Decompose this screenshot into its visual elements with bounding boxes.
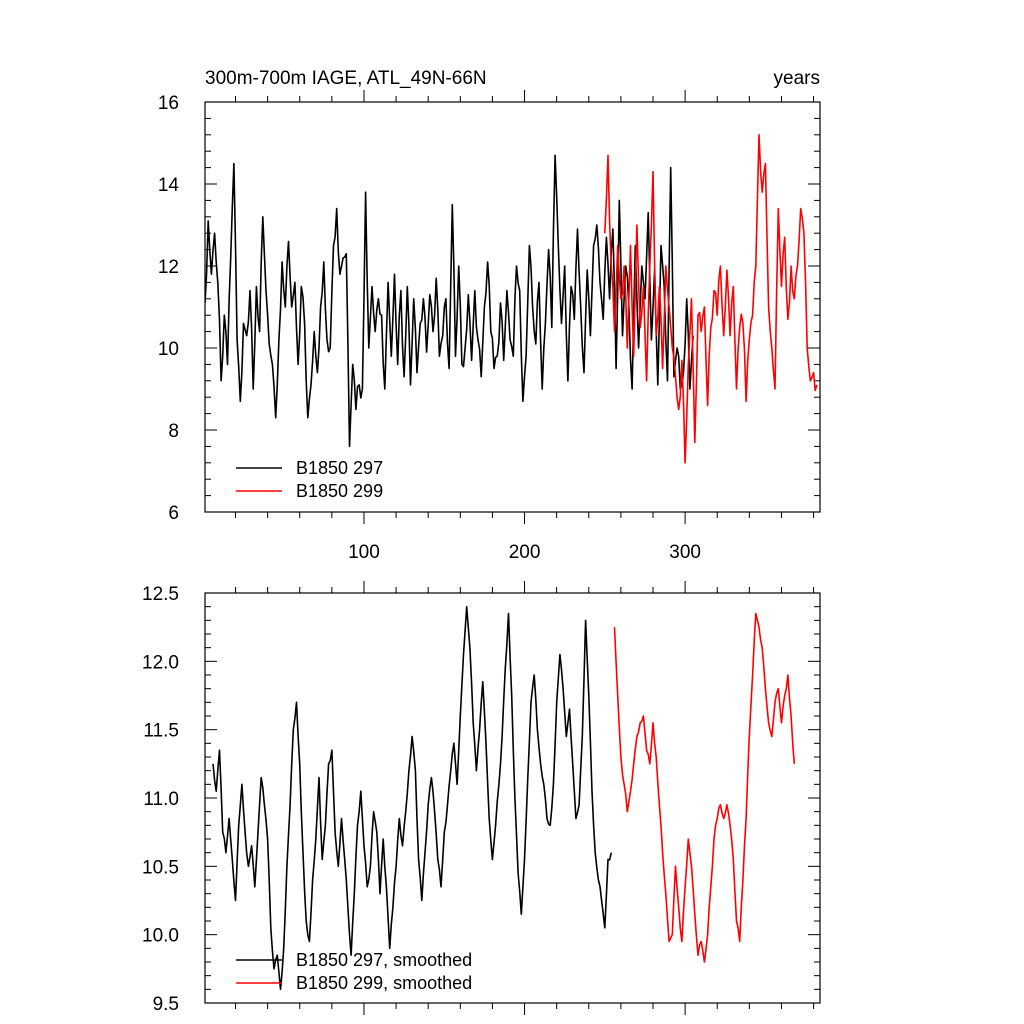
y-tick-label: 8 xyxy=(168,421,179,442)
x-tick-label: 200 xyxy=(509,542,541,563)
bottom-panel: 9.5 10.0 10.5 11.0 11.5 12.0 12.5 B1850 297, sm… xyxy=(142,581,821,1015)
chart-title: 300m-700m IAGE, ATL_49N-66N xyxy=(205,68,487,89)
chart-units-label: years xyxy=(774,68,820,89)
series-line-b1850-299 xyxy=(613,612,796,963)
y-tick-label: 10.0 xyxy=(142,926,179,947)
y-tick-label: 11.0 xyxy=(143,789,179,810)
y-tick-label: 6 xyxy=(168,503,179,524)
y-tick-label: 12 xyxy=(158,257,179,278)
series-line-b1850-297 xyxy=(212,605,613,991)
series-line-b1850-299 xyxy=(604,134,818,464)
series-line-b1850-297 xyxy=(205,154,694,448)
legend-label: B1850 299, smoothed xyxy=(296,973,472,993)
y-tick-label: 9.5 xyxy=(153,994,179,1015)
y-tick-label: 10 xyxy=(158,339,179,360)
x-tick-label: 300 xyxy=(669,542,701,563)
y-tick-label: 14 xyxy=(158,175,180,196)
y-tick-label: 12.0 xyxy=(142,652,179,673)
legend-label: B1850 297 xyxy=(296,458,383,478)
y-tick-label: 11.5 xyxy=(143,721,179,742)
plot-frame xyxy=(204,592,821,1004)
y-tick-label: 12.5 xyxy=(142,584,179,605)
x-tick-label: 100 xyxy=(348,542,380,563)
legend-label: B1850 297, smoothed xyxy=(296,950,472,970)
legend-label: B1850 299 xyxy=(296,481,383,501)
y-tick-label: 10.5 xyxy=(142,857,179,878)
y-tick-label: 16 xyxy=(158,93,179,114)
top-panel: 6 8 10 12 14 16 100 200 300 300m-700m IAGE, ATL_4… xyxy=(158,68,821,563)
plot-frame xyxy=(204,101,821,513)
